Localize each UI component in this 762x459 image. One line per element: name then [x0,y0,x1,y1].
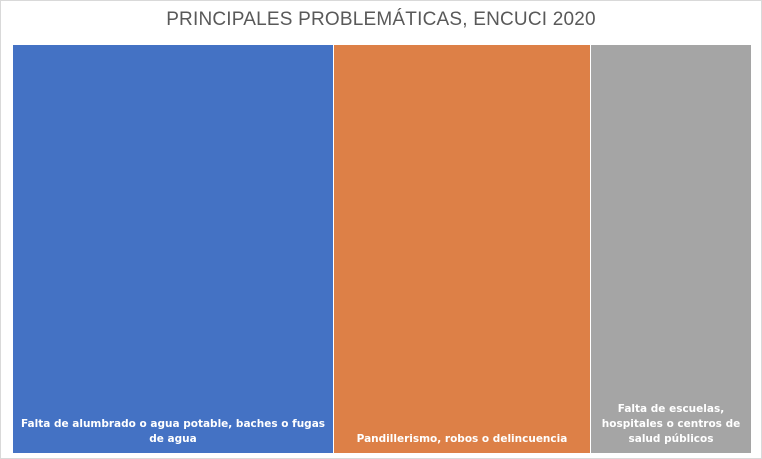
treemap-tile-3: Falta de escuelas, hospitales o centros … [591,45,751,453]
treemap-tile-label: Falta de escuelas, hospitales o centros … [601,403,741,445]
treemap-tile-2: Pandillerismo, robos o delincuencia [334,45,591,453]
treemap-tile-label: Pandillerismo, robos o delincuencia [356,433,568,445]
chart-title: PRINCIPALES PROBLEMÁTICAS, ENCUCI 2020 [166,9,596,30]
treemap-plot-area: Falta de alumbrado o agua potable, bache… [13,45,751,453]
treemap-tile-label: Falta de alumbrado o agua potable, bache… [20,418,326,445]
treemap-tile-1: Falta de alumbrado o agua potable, bache… [13,45,334,453]
